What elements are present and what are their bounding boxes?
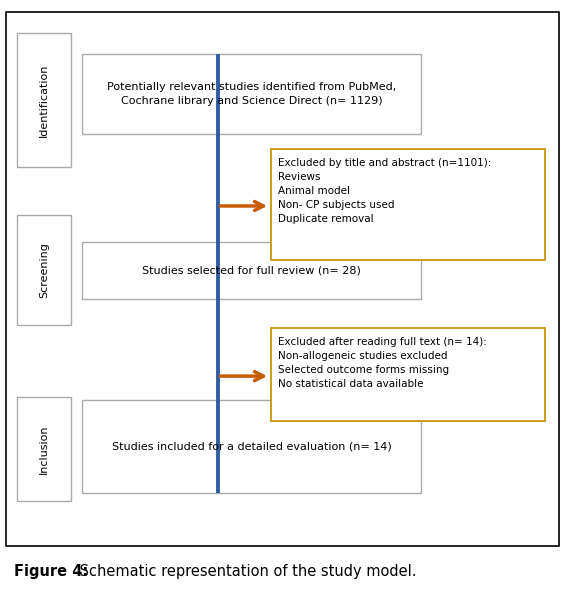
Text: Identification: Identification	[39, 63, 49, 137]
Bar	[17, 33, 71, 167]
Text: Inclusion: Inclusion	[39, 424, 49, 474]
Text: Excluded after reading full text (n= 14):
Non-allogeneic studies excluded
Select: Excluded after reading full text (n= 14)…	[278, 337, 487, 389]
Bar	[17, 397, 71, 501]
Text: Studies included for a detailed evaluation (n= 14): Studies included for a detailed evaluati…	[111, 441, 392, 451]
Bar	[17, 215, 71, 325]
Bar	[82, 242, 421, 298]
Bar	[82, 54, 421, 134]
Text: Studies selected for full review (n= 28): Studies selected for full review (n= 28)	[142, 265, 361, 275]
Text: Figure 4:: Figure 4:	[14, 564, 88, 580]
Bar	[271, 328, 545, 421]
Text: Excluded by title and abstract (n=1101):
Reviews
Animal model
Non- CP subjects u: Excluded by title and abstract (n=1101):…	[278, 158, 492, 224]
Text: Potentially relevant studies identified from PubMed,
Cochrane library and Scienc: Potentially relevant studies identified …	[107, 82, 396, 106]
Bar	[82, 400, 421, 493]
Bar	[6, 12, 559, 546]
Text: Schematic representation of the study model.: Schematic representation of the study mo…	[76, 564, 417, 580]
Text: Screening: Screening	[39, 242, 49, 298]
Bar	[271, 149, 545, 260]
